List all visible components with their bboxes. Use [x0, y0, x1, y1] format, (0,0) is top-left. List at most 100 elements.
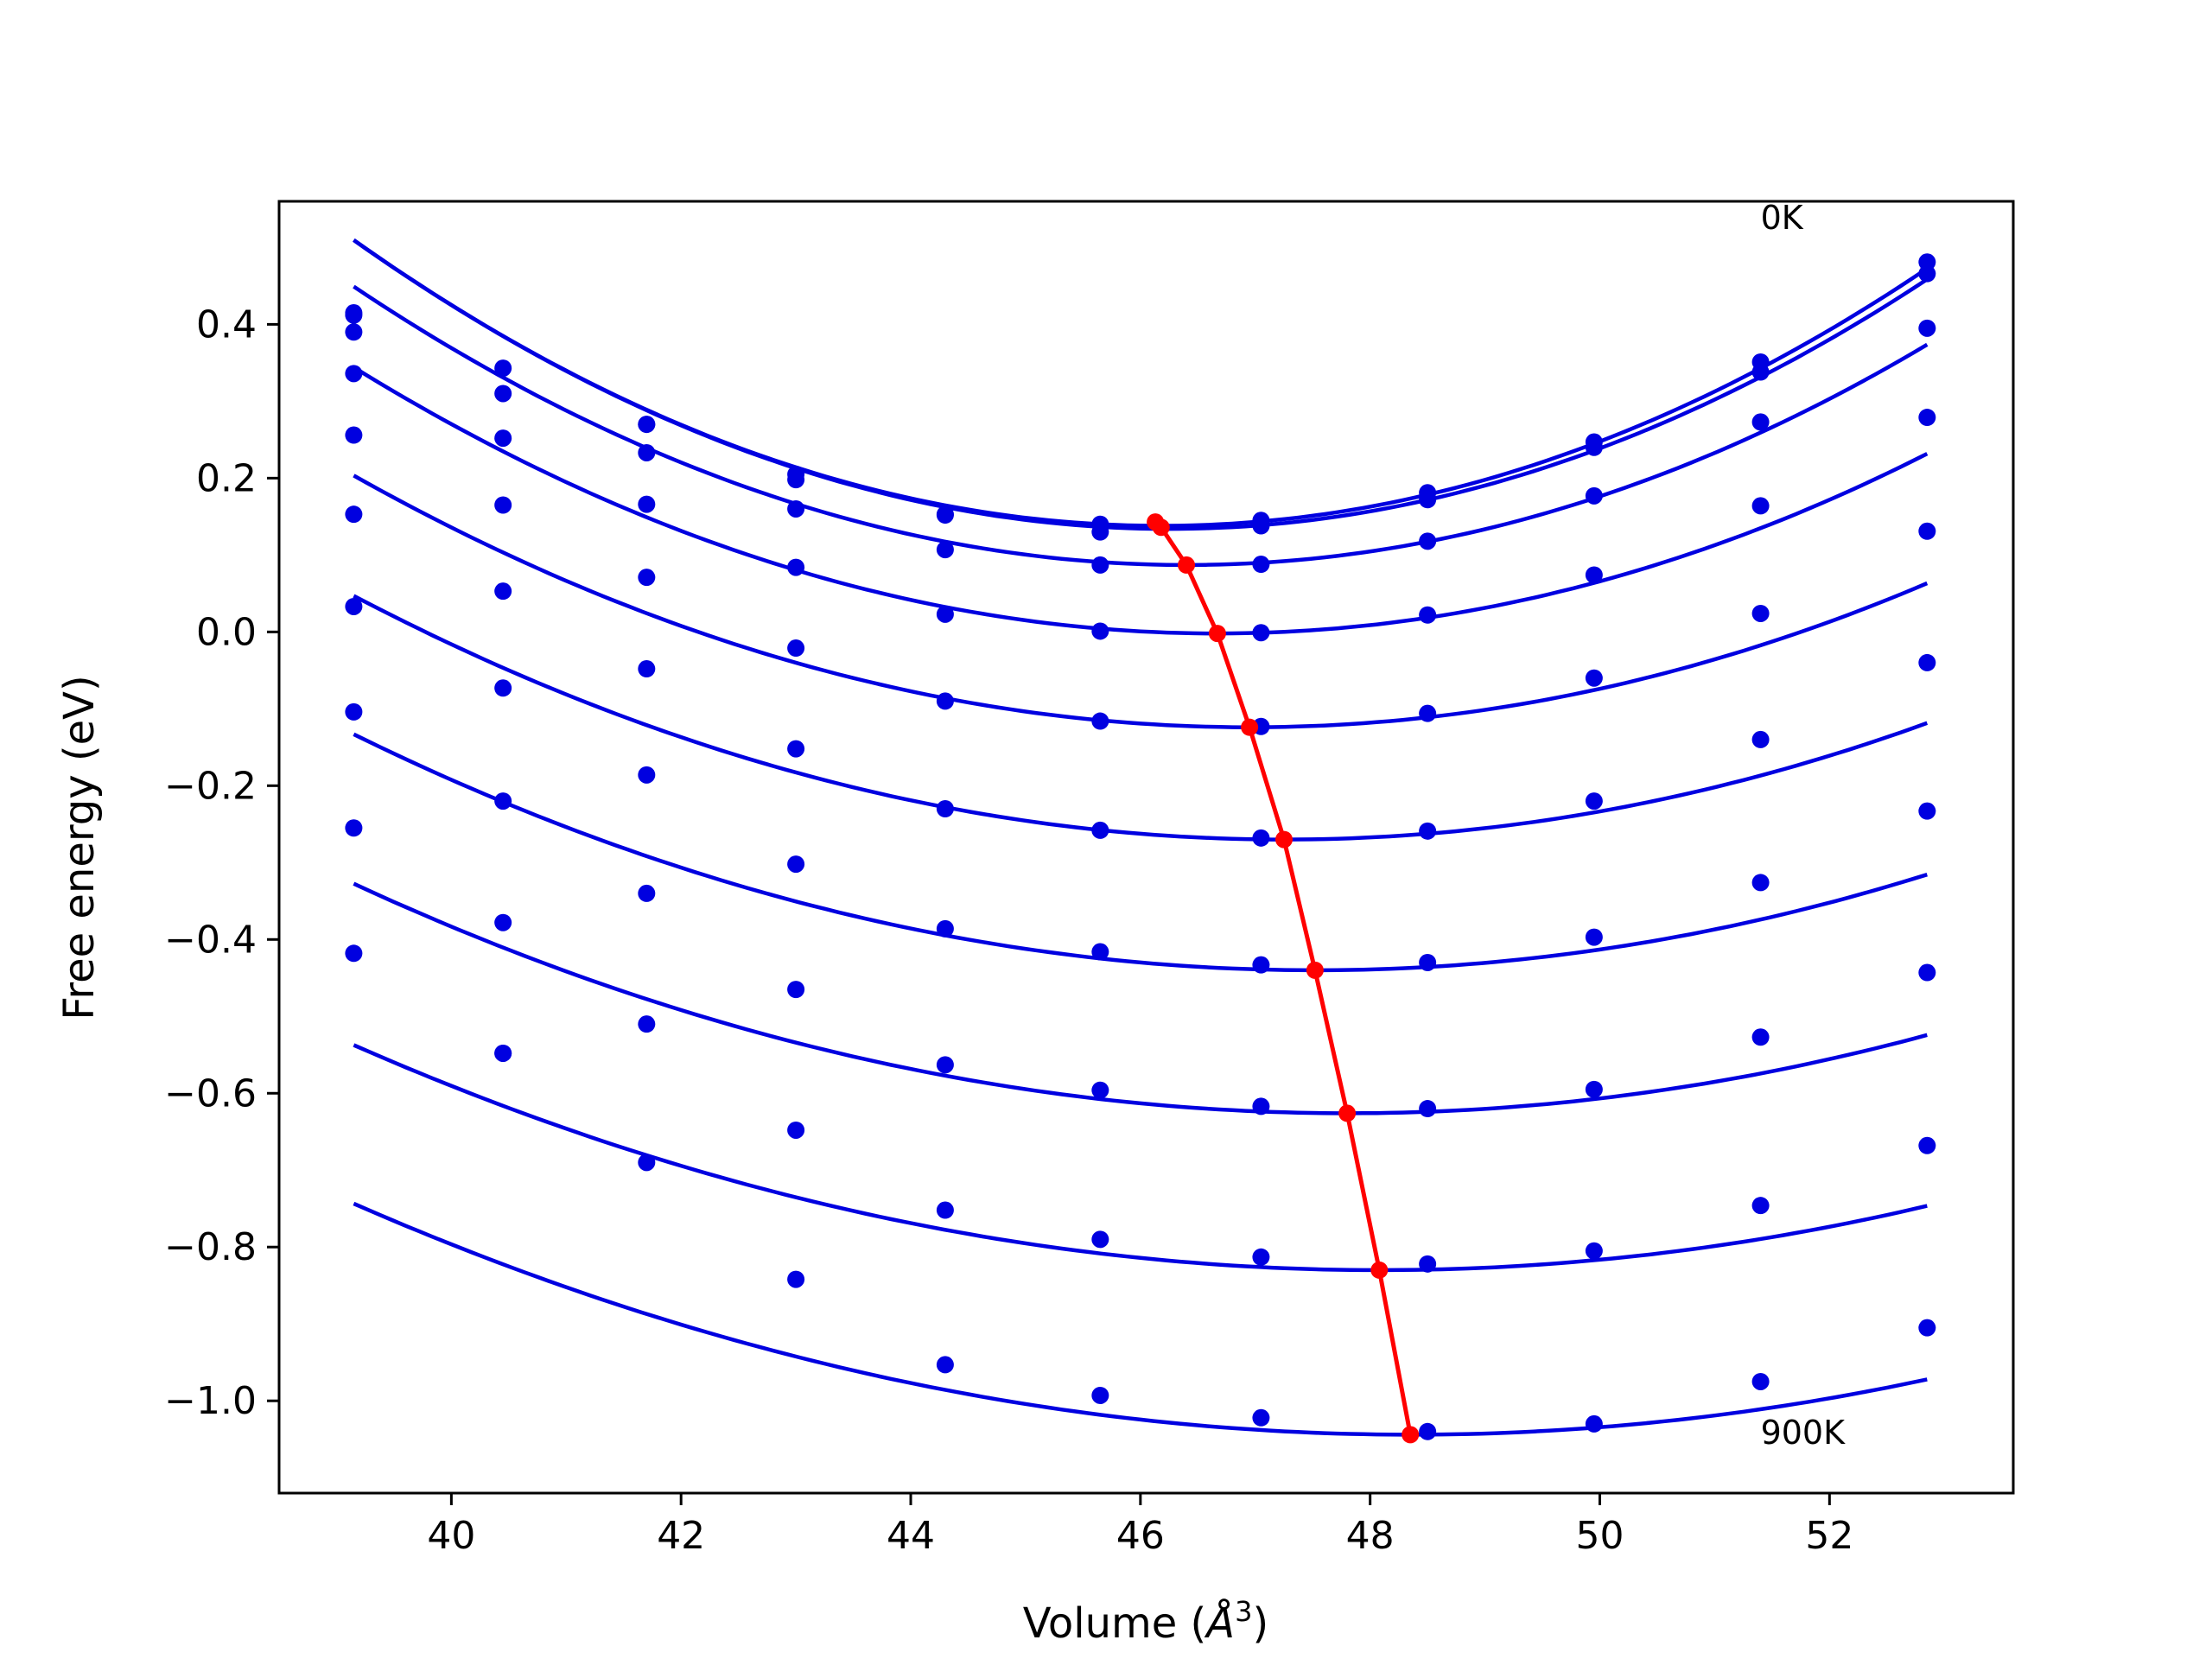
data-point: [787, 855, 805, 874]
fit-curve: [353, 1201, 1928, 1437]
data-point: [345, 426, 363, 444]
equilibrium-point: [1208, 625, 1226, 643]
x-tick-label: 42: [657, 1514, 705, 1558]
data-point: [1585, 438, 1603, 456]
data-point: [345, 702, 363, 721]
data-point: [936, 919, 954, 938]
data-point: [1419, 1100, 1437, 1118]
temperature-annotation: 0K: [1761, 199, 1804, 237]
data-point: [494, 913, 512, 931]
data-point: [1091, 515, 1109, 533]
y-axis: 0.4 0.2 0.0 −0.2 −0.4 −0.6 −0.8 −1.0: [164, 302, 279, 1423]
data-point: [936, 1201, 954, 1219]
x-axis-label: Volume (Å3): [1023, 1595, 1268, 1648]
data-point: [494, 359, 512, 378]
data-point: [787, 1270, 805, 1288]
fit-curve: [353, 238, 1929, 531]
equilibrium-point: [1306, 961, 1324, 979]
data-point: [1252, 829, 1270, 847]
fit-curve: [353, 284, 1929, 568]
x-tick-label: 48: [1346, 1514, 1395, 1558]
data-point: [638, 569, 656, 587]
equilibrium-point: [1178, 556, 1196, 574]
data-point: [1751, 730, 1770, 748]
data-point: [1091, 821, 1109, 839]
data-point: [638, 443, 656, 461]
data-point: [1419, 953, 1437, 971]
equilibrium-point: [1370, 1261, 1389, 1279]
y-tick-label: −0.8: [164, 1225, 257, 1269]
data-point: [1091, 1081, 1109, 1099]
x-axis-unit: Å: [1204, 1599, 1235, 1648]
y-tick-label: 0.0: [196, 610, 257, 654]
data-point: [936, 1356, 954, 1374]
data-point: [638, 495, 656, 513]
x-tick-label: 44: [887, 1514, 935, 1558]
data-point: [638, 884, 656, 902]
data-point: [345, 365, 363, 383]
data-point: [494, 1044, 512, 1062]
data-point: [1091, 622, 1109, 640]
data-point: [345, 306, 363, 324]
data-point: [936, 506, 954, 524]
data-point: [787, 471, 805, 489]
data-point: [638, 660, 656, 678]
data-point: [1585, 486, 1603, 505]
data-point: [1751, 363, 1770, 381]
equilibrium-line: [1154, 520, 1413, 1435]
fit-curve: [353, 732, 1928, 973]
data-point: [345, 323, 363, 341]
data-point: [1918, 1136, 1936, 1154]
data-point: [1252, 512, 1270, 530]
data-point: [787, 981, 805, 999]
data-point: [787, 499, 805, 518]
plot-area-frame: [277, 200, 2015, 1495]
data-point: [494, 496, 512, 514]
data-point: [1751, 497, 1770, 515]
y-axis-label: Free energy (eV): [55, 675, 104, 1020]
data-point: [1918, 802, 1936, 820]
data-point: [936, 1056, 954, 1074]
data-point: [787, 639, 805, 658]
data-point: [1091, 556, 1109, 574]
data-point: [1751, 1028, 1770, 1046]
data-point: [1585, 928, 1603, 946]
data-point: [638, 1015, 656, 1033]
series-9: [345, 944, 1936, 1440]
data-point: [1585, 792, 1603, 810]
y-tick-label: −0.2: [164, 764, 257, 808]
data-point: [1585, 1414, 1603, 1433]
data-point: [1751, 413, 1770, 431]
data-point: [1252, 1097, 1270, 1116]
data-point: [1751, 1197, 1770, 1215]
fit-curve: [353, 1043, 1928, 1273]
data-point: [1918, 264, 1936, 283]
data-point: [1252, 1248, 1270, 1266]
equilibrium-point: [1274, 830, 1293, 849]
fit-curve: [353, 474, 1929, 729]
data-point: [1585, 1242, 1603, 1260]
data-point: [1918, 963, 1936, 982]
data-point: [1585, 566, 1603, 584]
x-axis-unit-exponent: 3: [1235, 1595, 1252, 1628]
data-point: [1751, 874, 1770, 892]
y-tick-label: 0.4: [196, 302, 257, 346]
data-point: [1751, 1372, 1770, 1390]
data-point: [936, 800, 954, 818]
data-point: [345, 944, 363, 963]
data-point: [1419, 491, 1437, 509]
series-5: [345, 505, 1936, 847]
y-tick-label: −0.6: [164, 1071, 257, 1116]
x-axis: 40 42 44 46 48 50 52: [427, 1493, 1853, 1558]
data-point: [1918, 522, 1936, 540]
data-point: [1585, 1080, 1603, 1098]
data-point: [1585, 669, 1603, 687]
data-point: [345, 597, 363, 615]
data-point: [1419, 822, 1437, 840]
data-point: [638, 766, 656, 784]
data-point: [494, 429, 512, 448]
data-point: [1751, 604, 1770, 622]
data-point: [1252, 624, 1270, 642]
data-point: [494, 582, 512, 601]
data-point: [1419, 1255, 1437, 1273]
